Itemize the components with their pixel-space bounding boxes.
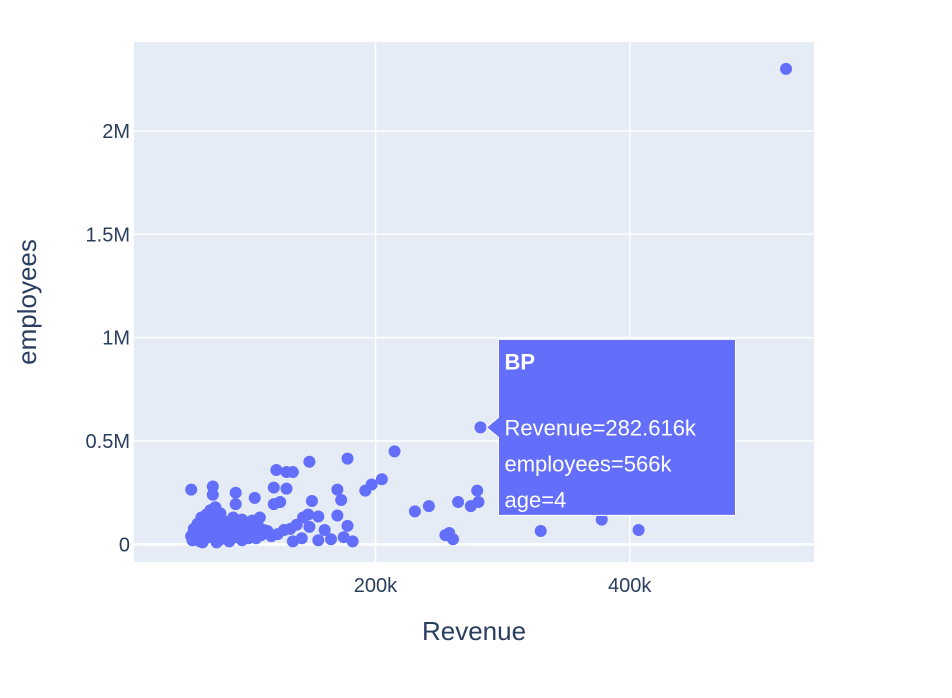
data-point[interactable] xyxy=(211,511,224,524)
data-point[interactable] xyxy=(471,484,484,497)
data-point[interactable] xyxy=(331,509,344,522)
data-point[interactable] xyxy=(359,484,372,497)
data-point[interactable] xyxy=(408,505,421,518)
x-tick-label: 400k xyxy=(608,575,652,597)
data-point[interactable] xyxy=(248,491,261,504)
data-point[interactable] xyxy=(215,530,228,543)
data-point[interactable] xyxy=(286,466,299,479)
tooltip-box xyxy=(485,338,737,516)
data-point[interactable] xyxy=(312,534,325,547)
data-point[interactable] xyxy=(305,495,318,508)
data-point[interactable] xyxy=(325,533,338,546)
y-tick-label: 0 xyxy=(119,534,130,556)
data-point[interactable] xyxy=(194,535,207,548)
data-point[interactable] xyxy=(595,513,608,526)
data-point[interactable] xyxy=(346,535,359,548)
data-point[interactable] xyxy=(341,452,354,465)
data-points[interactable] xyxy=(185,62,793,549)
data-point[interactable] xyxy=(318,523,331,536)
data-point[interactable] xyxy=(474,421,487,434)
data-point[interactable] xyxy=(375,473,388,486)
x-axis-ticks: 200k 400k xyxy=(354,575,653,597)
tooltip-title: BP xyxy=(505,349,536,374)
y-axis-ticks: 0 0.5M 1M 1.5M 2M xyxy=(86,121,130,557)
data-point[interactable] xyxy=(452,496,465,509)
data-point[interactable] xyxy=(265,530,278,543)
data-point[interactable] xyxy=(206,488,219,501)
data-point[interactable] xyxy=(303,455,316,468)
data-point[interactable] xyxy=(286,535,299,548)
y-tick-label: 1.5M xyxy=(86,224,130,246)
data-point[interactable] xyxy=(335,493,348,506)
data-point[interactable] xyxy=(241,529,254,542)
data-point[interactable] xyxy=(303,520,316,533)
data-point[interactable] xyxy=(447,533,460,546)
data-point[interactable] xyxy=(632,523,645,536)
data-point[interactable] xyxy=(233,519,246,532)
data-point[interactable] xyxy=(534,524,547,537)
tooltip-line-age: age=4 xyxy=(505,487,567,512)
y-axis-title: employees xyxy=(12,239,42,365)
data-point[interactable] xyxy=(780,62,793,75)
grid-lines xyxy=(134,42,814,562)
data-point[interactable] xyxy=(388,445,401,458)
data-point[interactable] xyxy=(341,519,354,532)
data-point[interactable] xyxy=(229,486,242,499)
data-point[interactable] xyxy=(312,510,325,523)
y-tick-label: 0.5M xyxy=(86,431,130,453)
data-point[interactable] xyxy=(253,511,266,524)
x-axis-title: Revenue xyxy=(422,616,526,646)
y-tick-label: 2M xyxy=(102,121,130,143)
data-point[interactable] xyxy=(422,500,435,513)
data-point[interactable] xyxy=(267,498,280,511)
x-tick-label: 200k xyxy=(354,575,398,597)
data-point[interactable] xyxy=(331,483,344,496)
data-point[interactable] xyxy=(270,463,283,476)
tooltip-line-revenue: Revenue=282.616k xyxy=(505,415,697,440)
data-point[interactable] xyxy=(267,481,280,494)
tooltip-line-employees: employees=566k xyxy=(505,451,673,476)
data-point[interactable] xyxy=(472,496,485,509)
data-point[interactable] xyxy=(337,531,350,544)
hover-tooltip: BP Revenue=282.616k employees=566k age=4 xyxy=(485,338,737,516)
data-point[interactable] xyxy=(229,498,242,511)
y-tick-label: 1M xyxy=(102,328,130,350)
data-point[interactable] xyxy=(280,482,293,495)
data-point[interactable] xyxy=(185,483,198,496)
data-point[interactable] xyxy=(206,480,219,493)
